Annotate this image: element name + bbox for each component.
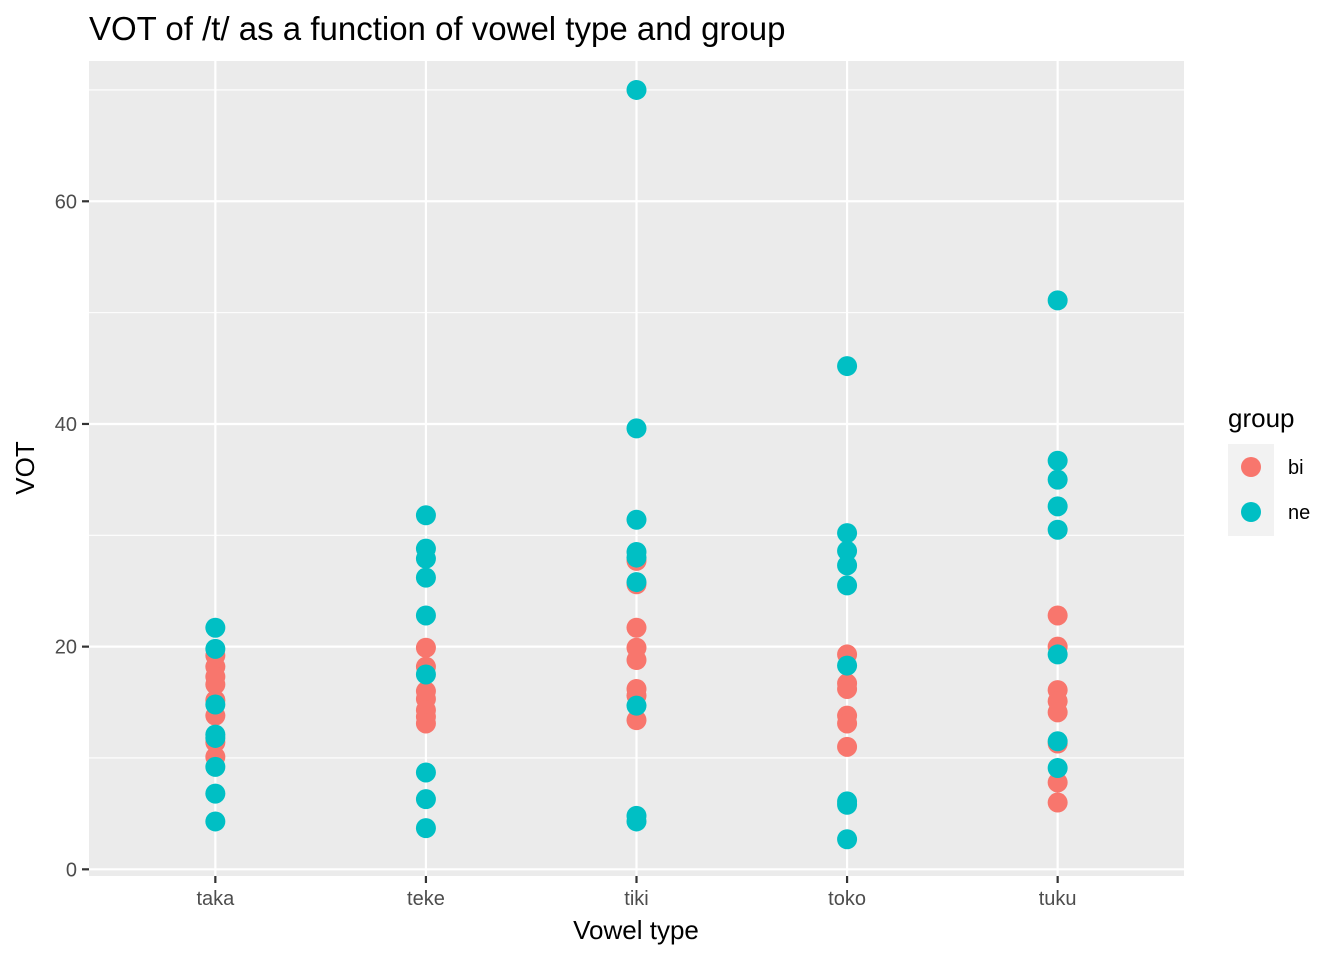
point-ne [1047,758,1068,779]
x-tick-label: toko [828,888,866,910]
point-bi [837,713,858,734]
point-ne [1047,731,1068,752]
legend-key-bi [1241,457,1261,477]
point-bi [626,617,647,638]
point-ne [205,756,226,777]
x-tick-label: teke [407,888,445,910]
point-ne [1047,450,1068,471]
point-ne [626,418,647,439]
y-tick-label: 20 [55,637,77,659]
point-bi [837,736,858,757]
point-ne [837,523,858,544]
point-bi [1047,605,1068,626]
point-ne [626,695,647,716]
point-ne [837,794,858,815]
point-ne [205,727,226,748]
y-axis: 0 20 40 60 [55,191,89,881]
x-axis-title: Vowel type [573,915,699,945]
chart-title: VOT of /t/ as a function of vowel type a… [89,10,785,47]
y-tick-label: 40 [55,414,77,436]
x-axis: taka teke tiki toko tuku [196,876,1077,910]
point-ne [837,540,858,561]
point-ne [626,811,647,832]
point-bi [415,713,436,734]
point-ne [1047,519,1068,540]
point-ne [626,509,647,530]
point-ne [415,505,436,526]
point-ne [837,829,858,850]
legend: group bi ne [1228,403,1310,536]
point-ne [415,664,436,685]
y-tick-label: 0 [66,859,77,881]
point-ne [626,547,647,568]
point-ne [415,818,436,839]
point-ne [1047,644,1068,665]
point-bi [837,678,858,699]
data-points [205,79,1068,850]
point-bi [1047,702,1068,723]
point-ne [205,638,226,659]
point-ne [837,575,858,596]
x-tick-label: taka [196,888,235,910]
point-ne [415,548,436,569]
point-ne [1047,469,1068,490]
point-ne [837,655,858,676]
legend-label-bi: bi [1288,457,1304,479]
legend-title: group [1228,403,1295,433]
y-tick-label: 60 [55,191,77,213]
x-tick-label: tiki [624,888,648,910]
point-bi [415,637,436,658]
point-bi [1047,772,1068,793]
legend-label-ne: ne [1288,502,1310,524]
point-bi [626,650,647,671]
point-ne [205,811,226,832]
point-ne [1047,496,1068,517]
point-ne [626,79,647,100]
point-ne [415,605,436,626]
legend-key-ne [1241,502,1261,522]
point-ne [205,694,226,715]
point-ne [205,783,226,804]
point-bi [1047,792,1068,813]
point-ne [626,572,647,593]
point-ne [837,555,858,576]
point-bi [205,674,226,695]
x-tick-label: tuku [1039,888,1077,910]
point-ne [415,762,436,783]
point-ne [837,356,858,377]
y-axis-title: VOT [10,441,40,495]
point-bi [626,710,647,731]
point-ne [1047,290,1068,311]
point-ne [415,567,436,588]
point-ne [415,789,436,810]
point-ne [205,617,226,638]
